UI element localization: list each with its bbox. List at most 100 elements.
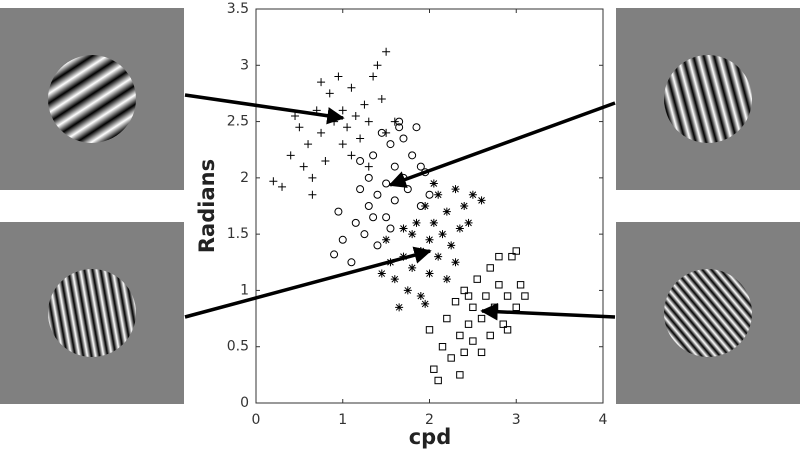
- point: [364, 162, 373, 171]
- y-axis-title: Radians: [195, 159, 219, 253]
- point: [386, 140, 395, 149]
- y-tick-label: 2.5: [227, 114, 249, 130]
- point: [403, 286, 412, 295]
- point: [330, 250, 339, 259]
- arrow: [480, 302, 616, 321]
- point: [395, 123, 404, 132]
- plot-area: [255, 8, 604, 404]
- point: [347, 258, 356, 267]
- x-tick-label: 3: [512, 412, 521, 428]
- point: [456, 331, 464, 340]
- point: [377, 128, 386, 137]
- point: [395, 117, 404, 126]
- point: [469, 337, 477, 345]
- point: [291, 111, 300, 120]
- arrow: [388, 101, 616, 188]
- point: [364, 173, 373, 182]
- x-axis-title: cpd: [409, 425, 452, 449]
- point: [421, 299, 430, 308]
- point: [425, 235, 434, 244]
- point: [512, 247, 520, 255]
- point: [325, 89, 334, 98]
- point: [460, 286, 468, 295]
- point: [351, 218, 360, 227]
- point: [390, 162, 399, 171]
- point: [429, 218, 438, 227]
- point: [429, 179, 438, 188]
- point: [438, 343, 447, 351]
- point: [408, 263, 417, 272]
- point: [334, 207, 343, 216]
- point: [456, 371, 464, 379]
- point: [338, 140, 347, 149]
- x-tick-label: 4: [599, 412, 608, 428]
- point: [412, 218, 421, 227]
- point: [317, 78, 326, 87]
- point: [508, 252, 516, 261]
- arrow: [184, 246, 432, 319]
- point: [356, 185, 365, 194]
- point: [334, 72, 343, 81]
- point: [455, 224, 464, 233]
- point: [338, 235, 347, 244]
- point: [464, 218, 473, 227]
- point: [390, 196, 399, 205]
- point: [360, 100, 369, 109]
- point: [382, 128, 391, 137]
- point: [451, 185, 460, 194]
- point: [382, 213, 391, 222]
- point: [499, 320, 507, 328]
- point: [482, 292, 490, 300]
- point: [412, 123, 421, 132]
- y-tick-label: 3.5: [227, 1, 249, 17]
- point: [442, 275, 451, 284]
- point: [351, 111, 360, 120]
- y-tick-label: 1: [240, 282, 249, 298]
- point: [451, 258, 460, 267]
- arrows: [184, 93, 616, 321]
- point: [473, 275, 481, 283]
- point: [416, 292, 425, 301]
- point: [343, 123, 352, 132]
- point: [512, 303, 520, 312]
- point: [308, 190, 317, 199]
- point: [434, 376, 442, 385]
- point: [304, 140, 313, 149]
- point: [477, 196, 486, 205]
- point: [356, 134, 365, 143]
- point: [360, 230, 369, 239]
- point: [390, 275, 399, 284]
- y-tick-label: 3: [240, 57, 249, 73]
- point: [395, 303, 404, 312]
- point: [321, 156, 330, 165]
- point: [451, 297, 460, 306]
- point: [269, 177, 278, 186]
- point: [373, 241, 382, 250]
- point: [373, 61, 382, 70]
- point: [447, 241, 456, 250]
- point: [460, 348, 468, 357]
- grating: [664, 269, 752, 357]
- point: [403, 185, 412, 194]
- x-tick-label: 2: [425, 412, 434, 428]
- arrow: [184, 93, 345, 125]
- y-tick-label: 2: [240, 170, 249, 186]
- point: [464, 320, 473, 328]
- point: [460, 202, 469, 210]
- point: [347, 83, 356, 92]
- point: [421, 202, 430, 210]
- point: [468, 190, 477, 199]
- point: [382, 235, 391, 244]
- point: [286, 151, 295, 160]
- point: [399, 134, 408, 143]
- point: [377, 269, 386, 278]
- point: [364, 202, 373, 210]
- point: [495, 281, 503, 289]
- point: [486, 264, 494, 272]
- x-tick-label: 1: [338, 412, 347, 428]
- stimuli: [0, 8, 800, 404]
- point: [369, 151, 378, 160]
- point: [434, 190, 443, 199]
